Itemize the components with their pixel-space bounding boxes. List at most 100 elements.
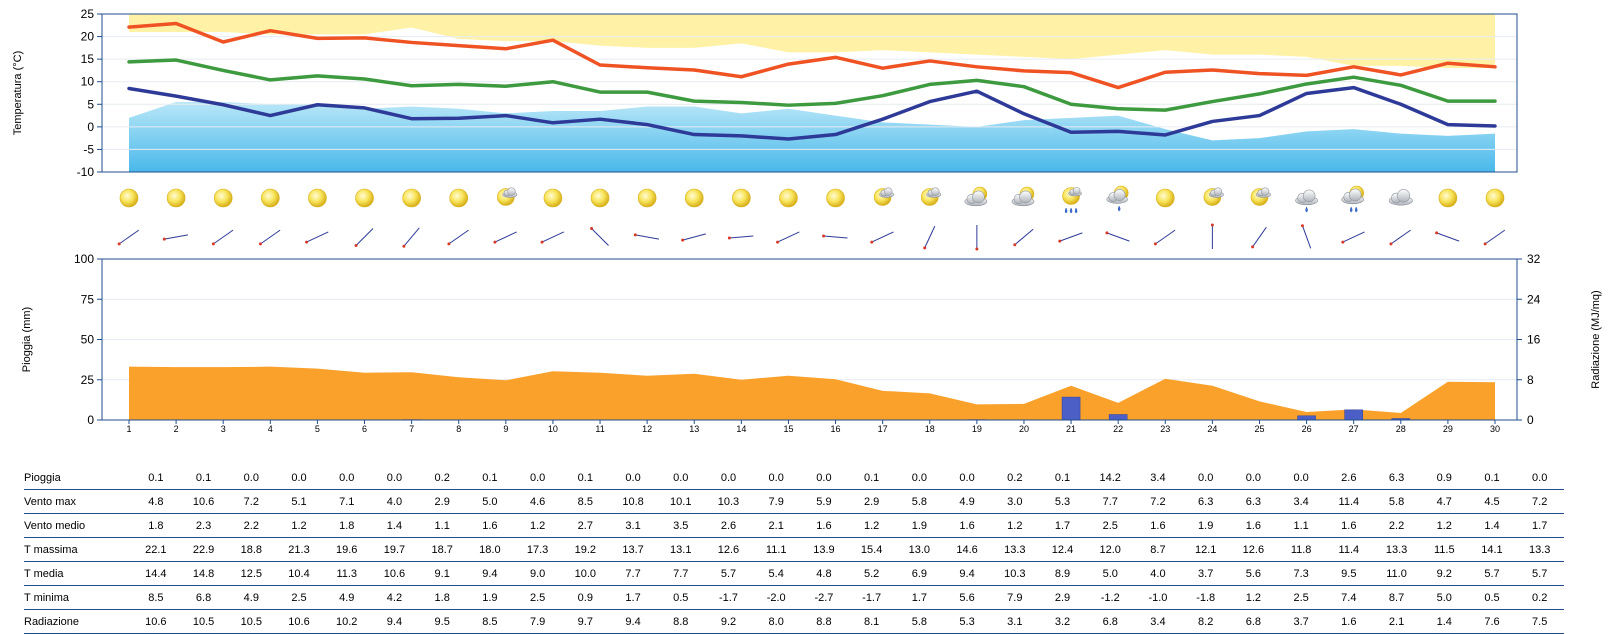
table-cell: 1.6 [1325,514,1373,538]
table-cell: 3.0 [991,490,1039,514]
wind-arrow-tail [212,242,215,245]
table-cell: 11.3 [323,562,371,586]
table-cell: 10.4 [275,562,323,586]
rain-drop [1355,207,1357,212]
table-cell: -1.7 [848,586,896,610]
table-cell: 0.0 [1277,466,1325,490]
table-cell: 1.2 [991,514,1039,538]
wind-arrow-icon [590,227,608,245]
rain-drop [1065,208,1067,213]
table-cell: 6.8 [1086,610,1134,634]
wind-arrow-icon [1013,229,1033,246]
table-cell: 7.7 [609,562,657,586]
table-cell: -1.8 [1182,586,1230,610]
table-cell: 9.2 [1420,562,1468,586]
table-cell: 1.8 [418,586,466,610]
rain-bar [1109,415,1127,420]
table-cell: 0.2 [1516,586,1564,610]
day-x-tick-label: 27 [1349,424,1359,434]
table-cell: 1.7 [1516,514,1564,538]
table-cell: 10.1 [657,490,705,514]
table-cell: 1.2 [514,514,562,538]
sun-icon [685,189,703,207]
table-cell: 14.8 [180,562,228,586]
table-cell: 2.5 [275,586,323,610]
wind-arrow-shaft [1391,230,1411,244]
table-cell: 6.8 [1230,610,1278,634]
table-cell: 5.0 [1086,562,1134,586]
table-cell: 9.5 [1325,562,1373,586]
table-row-label: Radiazione [24,610,132,634]
cloud-part [1214,188,1222,196]
table-cell: 9.1 [418,562,466,586]
table-cell: 3.2 [1039,610,1087,634]
sun-icon [403,189,421,207]
temp-y-tick-label: 25 [81,7,95,21]
table-cell: 1.6 [1134,514,1182,538]
rain-drop [1075,208,1077,213]
table-cell: 5.6 [1230,562,1278,586]
table-cell: 2.2 [1373,514,1421,538]
wind-arrow-shaft [778,232,800,242]
table-cell: 7.5 [1516,610,1564,634]
wind-arrow-icon [1154,230,1175,245]
cloud-part [1114,189,1125,200]
table-cell: 0.0 [752,466,800,490]
table-cell: 0.1 [1468,466,1516,490]
table-cell: 10.5 [180,610,228,634]
table-cell: 2.7 [561,514,609,538]
day-x-tick-label: 18 [925,424,935,434]
wind-arrow-shaft [1343,232,1365,242]
wind-arrow-tail [728,237,731,240]
table-cell: 0.1 [848,466,896,490]
wind-arrow-shaft [1253,227,1267,247]
wind-arrow-shaft [1437,233,1460,241]
day-x-tick-label: 16 [831,424,841,434]
table-cell: 13.3 [991,538,1039,562]
temp-y-tick-label: 20 [81,30,95,44]
wind-arrow-tail [1251,245,1254,248]
table-cell: 1.9 [896,514,944,538]
sun-icon [450,189,468,207]
day-x-tick-label: 4 [268,424,273,434]
table-cell: 0.0 [896,466,944,490]
temp-y-tick-label: 5 [87,97,94,111]
table-cell: -1.0 [1134,586,1182,610]
table-cell: 0.1 [132,466,180,490]
wind-arrow-shaft [356,229,373,246]
table-cell: 17.3 [514,538,562,562]
table-cell: 5.7 [1516,562,1564,586]
sun-icon [1439,189,1457,207]
rain-drop [1118,206,1120,211]
table-cell: 0.0 [657,466,705,490]
table-cell: 1.2 [275,514,323,538]
wind-arrow-icon [822,234,847,238]
sun-icon [638,189,656,207]
table-cell: 8.7 [1134,538,1182,562]
wind-arrow-icon [634,233,659,239]
table-cell: 5.8 [896,610,944,634]
sun-shape [1486,189,1504,207]
cloud-shape [1296,190,1318,205]
wind-arrow-shaft [449,230,469,244]
sun-cloud-icon [1204,188,1224,206]
table-cell: 3.5 [657,514,705,538]
table-cell: 8.5 [466,610,514,634]
table-cell: 10.6 [371,562,419,586]
wind-arrow-tail [163,238,166,241]
radiation-y-axis-label: Radiazione (MJ/mq) [1590,290,1602,388]
day-x-tick-label: 2 [174,424,179,434]
sun-shape [732,189,750,207]
wind-arrow-icon [305,232,328,244]
wind-arrow-shaft [119,230,139,244]
wind-arrow-shaft [404,228,419,246]
sun-icon [308,189,326,207]
table-cell: 10.2 [323,610,371,634]
table-cell: 13.3 [1373,538,1421,562]
rain-bar [1062,397,1080,420]
wind-arrow-icon [728,236,753,240]
sun-shape [1156,189,1174,207]
table-cell: 1.4 [371,514,419,538]
wind-direction-row [118,224,1505,251]
table-cell: 4.0 [1134,562,1182,586]
